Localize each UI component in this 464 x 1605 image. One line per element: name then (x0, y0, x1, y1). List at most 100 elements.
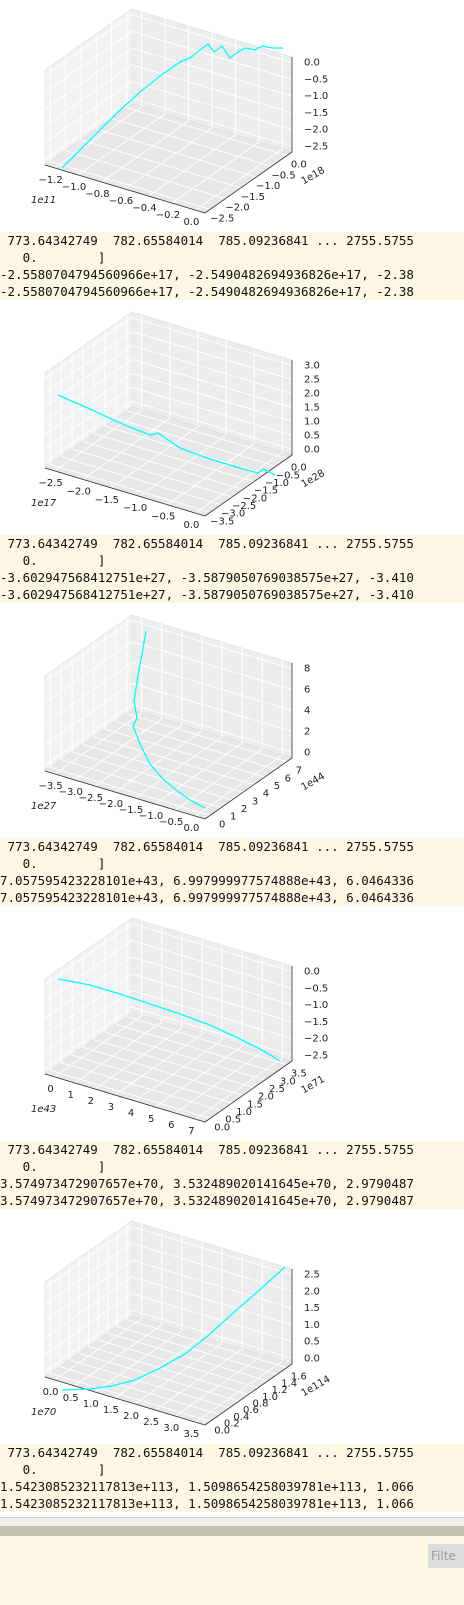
grid-line (131, 317, 293, 367)
grid-line (131, 939, 293, 989)
x-tick-label: −3.5 (38, 781, 62, 792)
grid-line (115, 1023, 276, 1073)
grid-line (171, 141, 260, 204)
grid-line (71, 448, 233, 498)
z-tick-label: 2.5 (304, 1270, 320, 1281)
x-tick-label: 4 (128, 1108, 134, 1119)
plot-3d: −3.5−3.0−2.5−2.0−1.5−1.0−0.50.01e2701234… (31, 614, 327, 834)
z-tick-label: 3.0 (304, 361, 320, 372)
x-tick-label: 2 (88, 1096, 94, 1107)
grid-line (96, 128, 257, 178)
output-line: 0. ] (0, 250, 106, 265)
z-tick-label: −0.5 (304, 983, 328, 994)
grid-line (131, 1293, 293, 1343)
z-tick-label: 0.5 (304, 1337, 320, 1348)
output-text: 773.64342749 782.65584014 785.09236841 .… (0, 1141, 464, 1209)
z-tick-label: 1.0 (304, 1320, 320, 1331)
grid-line (93, 1039, 255, 1089)
grid-line (131, 1006, 293, 1056)
curve (132, 630, 206, 809)
grid-line (131, 956, 293, 1006)
y-axis (204, 151, 293, 214)
x-tick-label: −1.5 (119, 805, 143, 816)
output-line: -2.5580704794560966e+17, -2.549048269493… (0, 267, 414, 282)
grid-line (50, 766, 211, 816)
plot-3d: −1.2−1.0−0.8−0.6−0.4−0.20.01e11−2.5−2.0−… (31, 8, 328, 228)
grid-line (44, 1226, 133, 1289)
y-tick-label: −0.5 (271, 170, 295, 181)
x-offset-label: 1e11 (31, 195, 56, 206)
grid-line (80, 139, 241, 189)
curve (57, 978, 281, 1062)
x-tick-label: −1.0 (62, 182, 86, 193)
grid-line (131, 1259, 293, 1309)
grid-line (59, 1366, 220, 1416)
z-tick-label: 0.5 (304, 430, 320, 441)
output-line: 1.5423085232117813e+113, 1.5098654258039… (0, 1479, 414, 1494)
grid-line (44, 1276, 133, 1339)
grid-line (44, 956, 133, 1019)
y-tick-label: 2.0 (258, 1092, 274, 1103)
grid-line (44, 682, 133, 745)
y-tick-label: 1 (230, 812, 236, 823)
grid-line (104, 1031, 266, 1081)
z-tick-label: 2.5 (304, 375, 320, 386)
output-line: 0. ] (0, 856, 106, 871)
output-line: -2.5580704794560966e+17, -2.549048269493… (0, 284, 414, 299)
y-tick-label: −1.5 (254, 486, 278, 497)
y-tick-label: 0.2 (224, 1419, 240, 1430)
x-offset-label: 1e27 (31, 801, 57, 812)
grid-line (131, 990, 293, 1040)
grid-line (54, 712, 142, 775)
grid-line (114, 1033, 203, 1096)
y-tick-label: −1.0 (265, 478, 289, 489)
grid-line (131, 1309, 293, 1359)
grid-line (44, 400, 133, 463)
grid-line (44, 64, 133, 127)
z-tick-label: −1.5 (304, 1017, 328, 1028)
x-axis (44, 1376, 206, 1426)
grid-line (88, 1346, 249, 1395)
grid-line (44, 97, 133, 160)
y-tick-label: 5 (274, 781, 280, 792)
grid-line (131, 345, 293, 395)
x-tick-label: 0.5 (63, 1393, 79, 1404)
grid-line (74, 718, 163, 781)
y-tick-label: 1.0 (236, 1107, 252, 1118)
grid-line (69, 1359, 230, 1409)
x-tick-label: 2.5 (143, 1417, 159, 1428)
x-tick-label: −1.0 (123, 503, 147, 514)
y-tick-label: −2.0 (243, 493, 267, 504)
x-tick-label: −1.0 (139, 811, 163, 822)
z-tick-label: 0.0 (304, 1353, 320, 1364)
y-offset-label: 1e44 (300, 771, 327, 793)
filter-input[interactable]: Filte (428, 1544, 464, 1568)
z-tick-label: 4 (304, 706, 310, 717)
output-text: 773.64342749 782.65584014 785.09236841 .… (0, 1444, 464, 1512)
x-tick-label: −3.0 (59, 787, 83, 798)
x-tick-label: −0.2 (156, 210, 180, 221)
scrollbar[interactable] (0, 1526, 464, 1536)
grid-line (126, 410, 287, 460)
scrollbar-track (0, 1517, 464, 1526)
y-tick-label: 1.4 (281, 1378, 297, 1389)
x-tick-label: 3.5 (183, 1429, 199, 1440)
grid-line (44, 47, 133, 110)
grid-line (82, 1046, 244, 1096)
grid-line (54, 1015, 142, 1078)
grid-line (93, 736, 255, 786)
grid-line (195, 451, 283, 514)
grid-line (44, 973, 133, 1036)
grid-line (148, 134, 236, 197)
grid-line (131, 386, 293, 436)
z-tick-label: −1.5 (304, 108, 328, 119)
y-tick-label: 0 (219, 819, 225, 830)
grid-line (44, 373, 133, 435)
y-tick-label: −1.0 (256, 181, 280, 192)
x-tick-label: 0 (47, 1084, 53, 1095)
x-axis (44, 1073, 206, 1123)
grid-line (131, 372, 293, 422)
grid-line (44, 317, 133, 380)
grid-line (61, 759, 222, 809)
grid-line (71, 1054, 233, 1104)
